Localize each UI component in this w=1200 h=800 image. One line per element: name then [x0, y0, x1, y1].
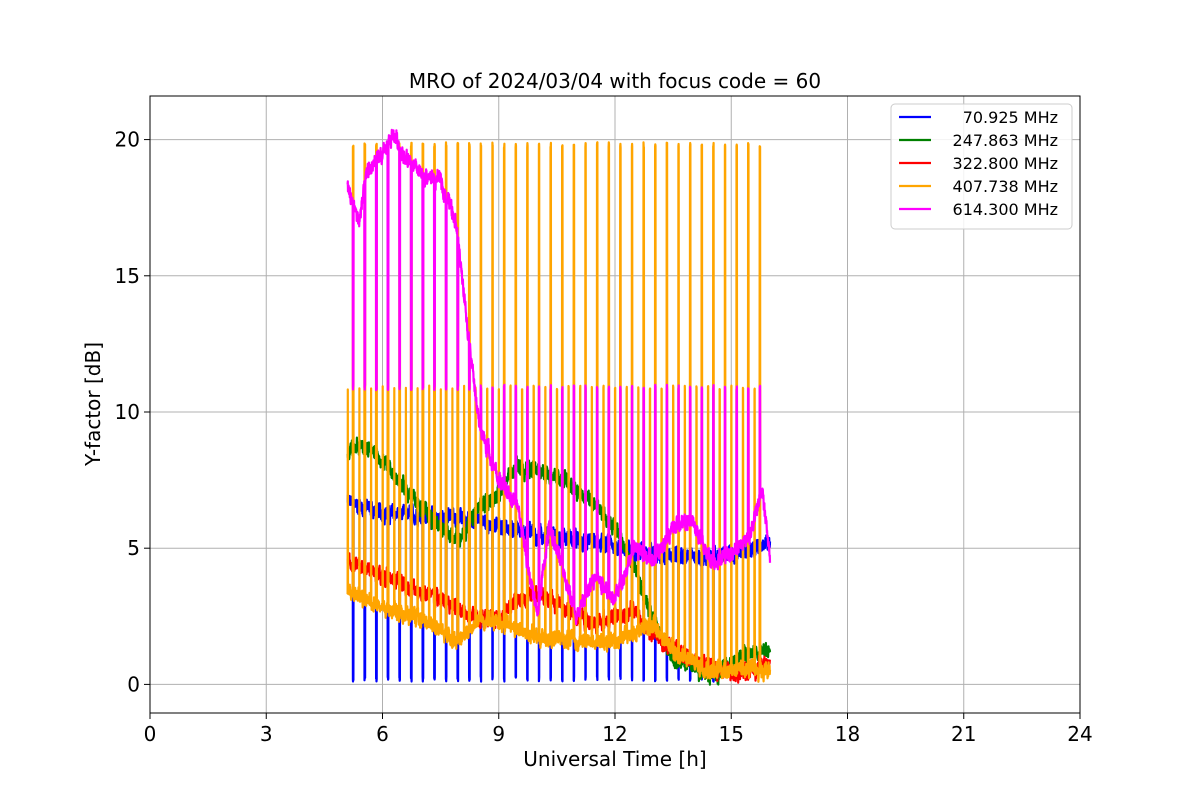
y-tick-label: 20	[115, 128, 140, 152]
x-tick-label: 3	[260, 722, 273, 746]
x-tick-label: 18	[835, 722, 860, 746]
y-axis-title: Y-factor [dB]	[81, 342, 105, 467]
series-layer	[346, 128, 772, 686]
ticks: 0 3 6 9 12 15 18 21 24 0 5 10 15 20	[115, 128, 1093, 746]
x-tick-label: 21	[951, 722, 976, 746]
x-tick-label: 6	[376, 722, 389, 746]
legend-label: 247.863 MHz	[953, 131, 1058, 150]
x-tick-label: 0	[144, 722, 157, 746]
legend-label: 70.925 MHz	[963, 108, 1058, 127]
x-axis-title: Universal Time [h]	[523, 747, 706, 771]
y-tick-label: 5	[127, 536, 140, 560]
x-tick-label: 15	[719, 722, 744, 746]
series-line-3	[346, 141, 772, 683]
y-tick-label: 15	[115, 264, 140, 288]
x-tick-label: 12	[602, 722, 627, 746]
y-tick-label: 0	[127, 672, 140, 696]
legend-label: 614.300 MHz	[953, 200, 1058, 219]
x-tick-label: 9	[492, 722, 505, 746]
chart-title: MRO of 2024/03/04 with focus code = 60	[409, 69, 821, 93]
y-tick-label: 10	[115, 400, 140, 424]
legend-box	[890, 103, 1073, 230]
legend-label: 322.800 MHz	[953, 154, 1058, 173]
legend: 70.925 MHz 247.863 MHz 322.800 MHz 407.738 …	[890, 103, 1073, 230]
legend-label: 407.738 MHz	[953, 177, 1058, 196]
x-tick-label: 24	[1067, 722, 1092, 746]
series-line-4	[346, 128, 772, 626]
